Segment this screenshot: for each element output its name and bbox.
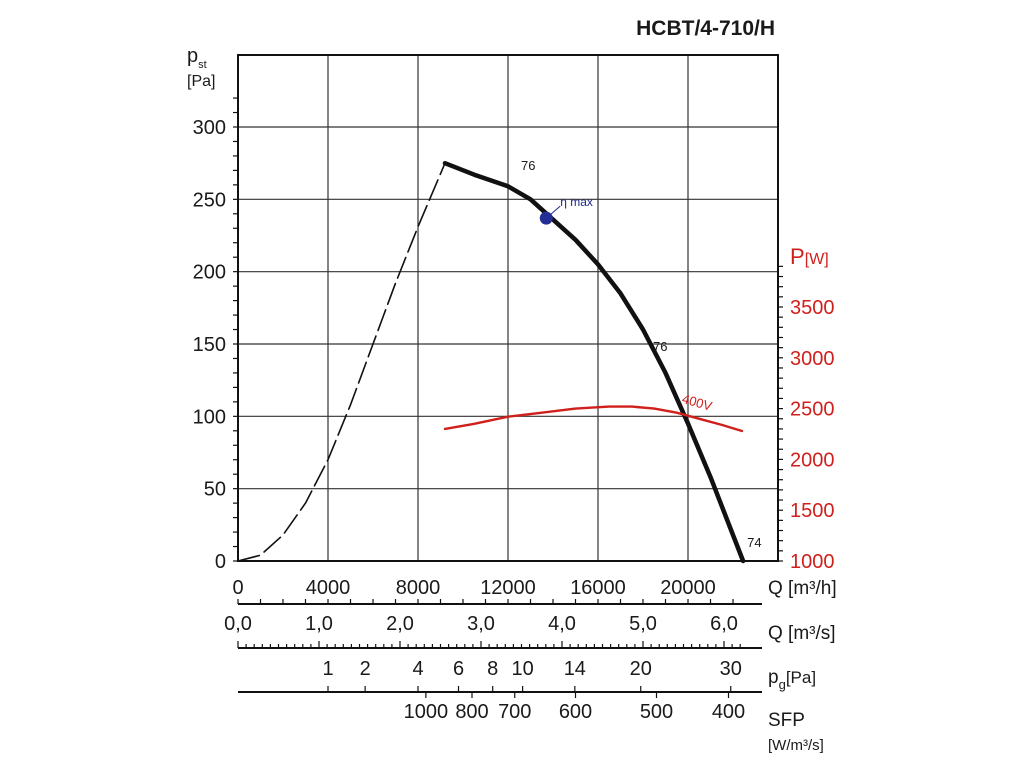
sfp-tick-label: 500: [640, 701, 673, 723]
flow-m3s-tick-label: 1,0: [305, 613, 333, 635]
flow-m3s-tick-label: 6,0: [710, 613, 738, 635]
x-axis-tick-label: 20000: [660, 577, 716, 599]
pressure-curve: [442, 160, 746, 564]
left-axis-ticks: 0 50 100 150 200 250 300: [193, 117, 226, 573]
plot-border: [237, 54, 779, 562]
sfp-axis-unit: [W/m³/s]: [768, 737, 824, 754]
right-axis-label: P[W]: [790, 244, 829, 269]
flow-m3s-tick-label: 5,0: [629, 613, 657, 635]
eta-max-point: [539, 211, 553, 225]
left-axis-tick-label: 150: [193, 334, 226, 356]
dynamic-pressure-tick-label: 10: [512, 658, 534, 680]
right-axis-tick-label: 3500: [790, 297, 835, 319]
dynamic-pressure-tick-label: 6: [453, 658, 464, 680]
series-layer: [237, 160, 746, 564]
x-axis-tick-label: 0: [232, 577, 243, 599]
efficiency-label: 76: [521, 158, 535, 173]
eta-max-label: η max: [560, 195, 593, 209]
left-axis-unit: [Pa]: [187, 73, 215, 90]
efficiency-label: 74: [747, 535, 761, 550]
flow-m3s-tick-label: 2,0: [386, 613, 414, 635]
chart-title: HCBT/4-710/H: [636, 17, 775, 40]
dynamic-pressure-tick-label: 8: [487, 658, 498, 680]
right-axis-tick-label: 1000: [790, 551, 835, 573]
pressure-curve-unstable: [237, 162, 446, 562]
sfp-tick-label: 1000: [404, 701, 449, 723]
right-axis-tick-label: 2500: [790, 399, 835, 421]
left-axis-tick-label: 50: [204, 479, 226, 501]
dynamic-pressure-tick-label: 4: [412, 658, 423, 680]
right-axis-tick-label: 2000: [790, 449, 835, 471]
secondary-axes: 0,0 1,0 2,0 3,0 4,0 5,0 6,0 1 2 4 6 8 10 14 20 30 1000 80…: [224, 599, 762, 723]
left-axis-tick-label: 100: [193, 406, 226, 428]
x-axis-tick-label: 16000: [570, 577, 626, 599]
x-axis-tick-label: 8000: [396, 577, 441, 599]
sfp-tick-label: 400: [712, 701, 745, 723]
flow-m3s-tick-label: 3,0: [467, 613, 495, 635]
minor-ticks: [233, 97, 783, 562]
dynamic-pressure-tick-label: 2: [360, 658, 371, 680]
dynamic-pressure-tick-label: 30: [720, 658, 742, 680]
right-axis-tick-label: 3000: [790, 348, 835, 370]
plot-frame: [237, 54, 779, 562]
left-axis-tick-label: 300: [193, 117, 226, 139]
dynamic-pressure-tick-label: 14: [564, 658, 586, 680]
right-axis-tick-label: 1500: [790, 500, 835, 522]
sfp-tick-label: 700: [498, 701, 531, 723]
left-axis-label: pst: [187, 45, 207, 71]
flow-m3s-tick-label: 4,0: [548, 613, 576, 635]
sfp-tick-label: 800: [455, 701, 488, 723]
flow-m3s-tick-label: 0,0: [224, 613, 252, 635]
x-axis-label: Q [m³/h]: [768, 578, 837, 599]
left-axis-tick-label: 200: [193, 262, 226, 284]
dynamic-pressure-tick-label: 20: [630, 658, 652, 680]
left-axis-tick-label: 0: [215, 551, 226, 573]
x-axis-ticks: 0 4000 8000 12000 16000 20000: [232, 577, 715, 599]
grid-lines: [238, 55, 778, 561]
sfp-axis-label: SFP: [768, 710, 805, 731]
power-curve-400v: [443, 405, 744, 433]
right-axis-ticks: 1000 1500 2000 2500 3000 3500: [790, 297, 835, 573]
flow-m3s-axis-label: Q [m³/s]: [768, 623, 836, 644]
left-axis-tick-label: 250: [193, 189, 226, 211]
dynamic-pressure-tick-label: 1: [322, 658, 333, 680]
x-axis-tick-label: 12000: [480, 577, 536, 599]
x-axis-tick-label: 4000: [306, 577, 351, 599]
dynamic-pressure-axis-label: pg[Pa]: [768, 667, 816, 692]
sfp-tick-label: 600: [559, 701, 592, 723]
efficiency-label: 76: [653, 339, 667, 354]
